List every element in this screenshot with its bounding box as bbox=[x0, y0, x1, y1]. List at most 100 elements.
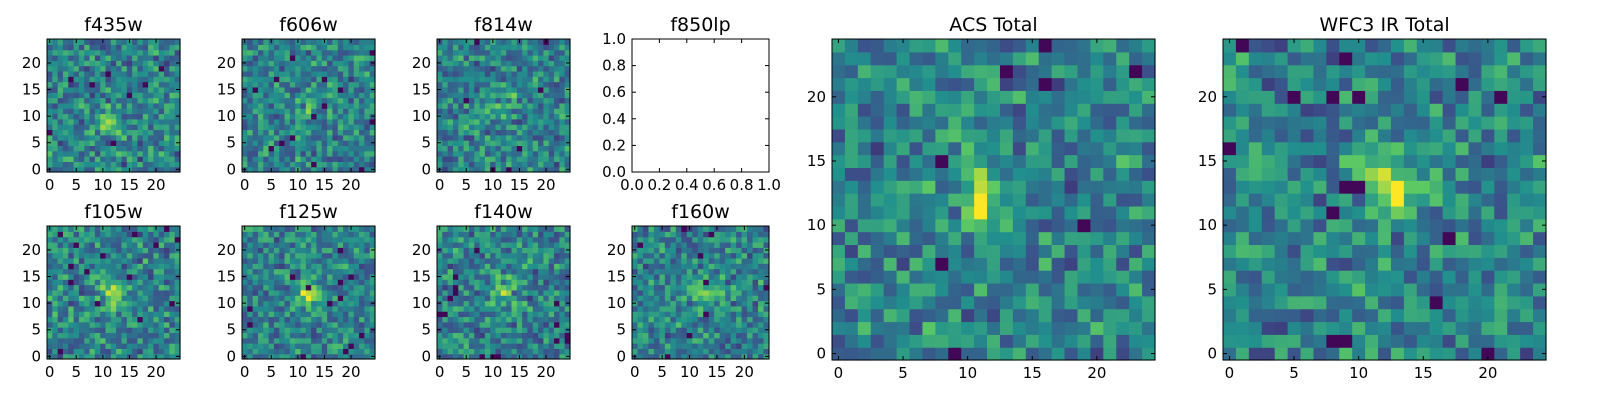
heatmap-cell bbox=[506, 327, 513, 333]
heatmap-cell bbox=[479, 252, 486, 259]
heatmap-cell bbox=[62, 226, 69, 232]
heatmap-cell bbox=[169, 316, 176, 323]
heatmap-cell bbox=[57, 327, 64, 333]
heatmap-cell bbox=[337, 252, 344, 259]
heatmap-cell bbox=[458, 284, 465, 291]
heatmap-cell bbox=[242, 44, 248, 51]
heatmap-cell bbox=[935, 295, 949, 310]
heatmap-cell bbox=[458, 247, 465, 254]
heatmap-cell bbox=[332, 257, 339, 264]
heatmap-cell bbox=[1090, 231, 1104, 246]
heatmap-cell bbox=[495, 145, 502, 152]
heatmap-cell bbox=[348, 300, 355, 307]
heatmap-cell bbox=[153, 289, 160, 296]
heatmap-cell bbox=[442, 166, 449, 173]
heatmap-cell bbox=[686, 279, 693, 286]
heatmap-cell bbox=[57, 166, 64, 173]
heatmap-cell bbox=[974, 295, 988, 310]
heatmap-cell bbox=[47, 92, 53, 99]
heatmap-cell bbox=[844, 231, 859, 246]
heatmap-cell bbox=[137, 49, 144, 56]
heatmap-cell bbox=[343, 247, 349, 254]
heatmap-cell bbox=[463, 97, 470, 104]
heatmap-cell bbox=[437, 156, 443, 162]
heatmap-cell bbox=[337, 113, 344, 120]
heatmap-cell bbox=[105, 129, 112, 136]
heatmap-cell bbox=[500, 337, 507, 344]
heatmap-cell bbox=[548, 327, 555, 333]
heatmap-cell bbox=[305, 118, 312, 125]
heatmap-cell bbox=[692, 236, 699, 243]
heatmap-cell bbox=[490, 316, 497, 323]
heatmap-cell bbox=[659, 236, 666, 243]
heatmap-cell bbox=[84, 124, 91, 131]
heatmap-cell bbox=[725, 241, 732, 248]
heatmap-cell bbox=[554, 97, 560, 104]
heatmap-cell bbox=[174, 49, 181, 56]
heatmap-cell bbox=[559, 49, 566, 56]
heatmap-cell bbox=[153, 343, 160, 349]
heatmap-cell bbox=[697, 284, 704, 291]
heatmap-cell bbox=[532, 124, 539, 131]
heatmap-cell bbox=[1116, 231, 1130, 246]
heatmap-cell bbox=[343, 226, 349, 232]
heatmap-cell bbox=[681, 321, 688, 328]
heatmap-cell bbox=[332, 348, 339, 355]
heatmap-cell bbox=[169, 337, 176, 344]
heatmap-cell bbox=[516, 332, 523, 339]
heatmap-cell bbox=[359, 39, 365, 45]
heatmap-cell bbox=[522, 113, 529, 120]
heatmap-cell bbox=[126, 321, 133, 328]
heatmap-cell bbox=[78, 241, 85, 248]
heatmap-cell bbox=[327, 300, 334, 307]
heatmap-cell bbox=[305, 97, 312, 104]
heatmap-cell bbox=[447, 289, 454, 296]
heatmap-cell bbox=[164, 124, 170, 131]
heatmap-cell bbox=[961, 308, 975, 323]
heatmap-cell bbox=[153, 70, 160, 77]
heatmap-cell bbox=[369, 321, 376, 328]
heatmap-cell bbox=[564, 263, 571, 270]
heatmap-cell bbox=[316, 252, 323, 259]
heatmap-cell bbox=[725, 343, 732, 349]
heatmap-cell bbox=[305, 241, 312, 248]
heatmap-cell bbox=[1025, 205, 1040, 220]
heatmap-cell bbox=[279, 316, 286, 323]
heatmap-cell bbox=[543, 311, 550, 318]
heatmap-cell bbox=[311, 343, 318, 349]
heatmap-cell bbox=[359, 247, 365, 254]
heatmap-cell bbox=[110, 337, 117, 344]
heatmap-cell bbox=[495, 257, 502, 264]
heatmap-cell bbox=[637, 321, 644, 328]
heatmap-cell bbox=[447, 49, 454, 56]
heatmap-cell bbox=[311, 268, 318, 275]
heatmap-cell bbox=[132, 118, 139, 125]
heatmap-cell bbox=[273, 300, 280, 307]
heatmap-cell bbox=[257, 257, 264, 264]
heatmap-cell bbox=[844, 347, 859, 361]
heatmap-cell bbox=[164, 273, 170, 280]
heatmap-cell bbox=[516, 348, 523, 355]
heatmap-cell bbox=[284, 316, 291, 323]
heatmap-cell bbox=[337, 49, 344, 56]
heatmap-cell bbox=[642, 300, 650, 307]
heatmap-cell bbox=[353, 353, 360, 360]
heatmap-cell bbox=[364, 54, 371, 61]
heatmap-cell bbox=[527, 140, 534, 146]
heatmap-cell bbox=[321, 327, 328, 333]
heatmap-cell bbox=[538, 129, 544, 136]
heatmap-cell bbox=[714, 295, 721, 302]
heatmap-cell bbox=[447, 252, 454, 259]
heatmap-cell bbox=[153, 92, 160, 99]
heatmap-cell bbox=[442, 134, 449, 141]
heatmap-cell bbox=[100, 145, 107, 152]
heatmap-cell bbox=[463, 231, 470, 238]
heatmap-cell bbox=[263, 70, 270, 77]
heatmap-cell bbox=[857, 257, 872, 271]
heatmap-cell bbox=[442, 311, 449, 318]
heatmap-cell bbox=[670, 305, 677, 312]
heatmap-cell bbox=[686, 231, 693, 238]
heatmap-cell bbox=[327, 316, 334, 323]
heatmap-cell bbox=[554, 60, 560, 67]
